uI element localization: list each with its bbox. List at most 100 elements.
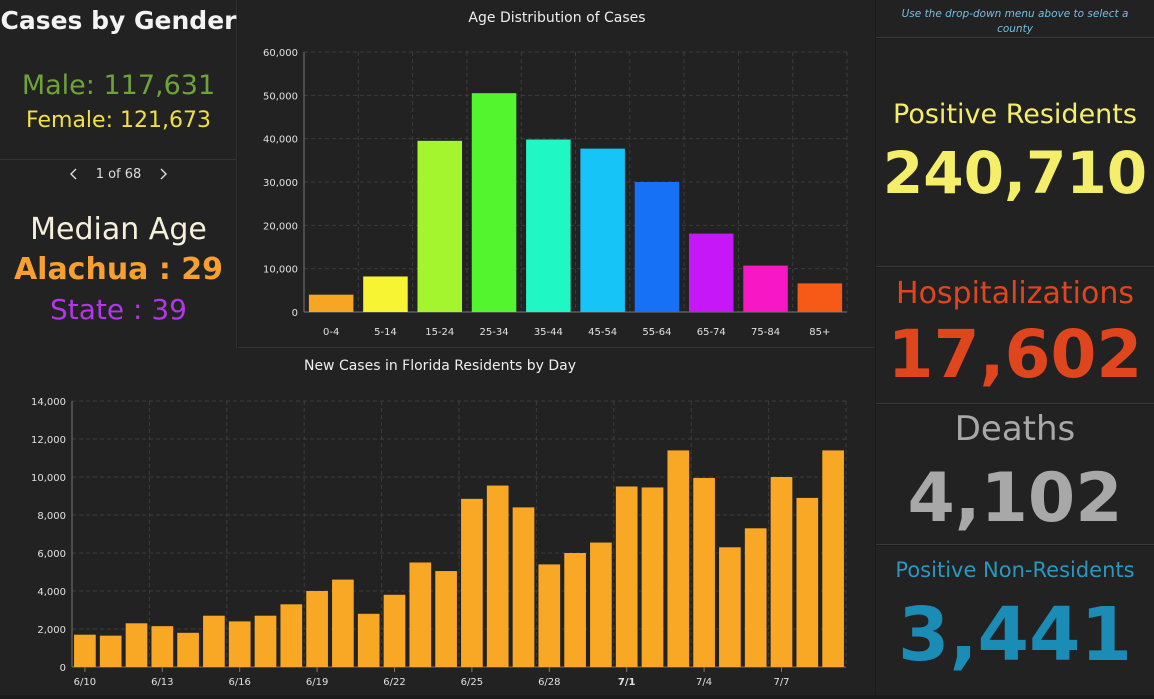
bar-6-18 — [280, 604, 303, 667]
x-tick-label: 55-64 — [642, 327, 671, 338]
bar-6-25 — [461, 498, 483, 667]
bar-65-74 — [688, 233, 734, 312]
bar-7-6 — [744, 528, 767, 667]
x-tick-label: 5-14 — [374, 327, 397, 338]
x-tick-label: 7/7 — [773, 677, 789, 688]
bar-7-9 — [822, 450, 844, 667]
bar-6-20 — [332, 579, 354, 667]
bar-6-12 — [125, 623, 148, 667]
bar-7-3 — [667, 450, 690, 667]
bar-35-44 — [526, 139, 571, 312]
bar-85- — [797, 283, 843, 312]
bar-15-24 — [417, 140, 463, 312]
x-tick-label: 0-4 — [323, 327, 339, 338]
bar-7-5 — [719, 547, 741, 667]
male-count: Male: 117,631 — [21, 70, 216, 101]
y-tick-label: 12,000 — [31, 435, 66, 446]
x-tick-label: 6/16 — [228, 677, 250, 688]
positive-residents-value: 240,710 — [882, 139, 1148, 207]
y-tick-label: 4,000 — [37, 587, 66, 598]
bar-75-84 — [743, 265, 788, 312]
bar-6-22 — [383, 594, 406, 667]
x-tick-label: 75-84 — [751, 327, 780, 338]
x-tick-label: 6/22 — [383, 677, 405, 688]
y-tick-label: 10,000 — [263, 265, 298, 276]
median-age-state: State : 39 — [50, 293, 187, 326]
bar-7-7 — [770, 477, 793, 667]
bar-6-11 — [99, 635, 122, 667]
deaths-value: 4,102 — [907, 459, 1123, 538]
x-tick-label: 7/1 — [618, 677, 636, 688]
bar-6-27 — [512, 507, 535, 667]
positive-residents-label: Positive Residents — [893, 99, 1137, 130]
bar-6-24 — [435, 571, 457, 667]
x-tick-label: 15-24 — [425, 327, 454, 338]
hospitalizations-card: Hospitalizations 17,602 — [876, 268, 1154, 404]
county-select-hint-panel: Use the drop-down menu above to select a… — [876, 0, 1154, 38]
chart-title: Age Distribution of Cases — [468, 10, 645, 26]
y-tick-label: 20,000 — [263, 221, 298, 232]
bar-6-13 — [151, 626, 174, 667]
age-distribution-chart: Age Distribution of Cases 0 10,000 20,000 30… — [263, 10, 848, 338]
x-tick-label: 6/25 — [461, 677, 483, 688]
chart-title: New Cases in Florida Residents by Day — [304, 358, 576, 374]
y-tick-label: 14,000 — [31, 397, 66, 408]
x-tick-label: 25-34 — [480, 327, 509, 338]
bar-7-4 — [693, 477, 715, 667]
x-tick-label: 85+ — [809, 327, 830, 338]
prev-page-icon[interactable] — [66, 166, 82, 182]
bar-6-26 — [486, 485, 509, 667]
y-tick-label: 2,000 — [37, 625, 66, 636]
bar-55-64 — [634, 182, 680, 312]
daily-cases-panel: New Cases in Florida Residents by Day 0 2,… — [0, 348, 875, 695]
bar-6-15 — [203, 615, 225, 667]
median-age-panel: 1 of 68 Median Age Alachua : 29 State : … — [0, 160, 237, 348]
county-select-hint: Use the drop-down menu above to select a… — [901, 8, 1129, 35]
bar-6-17 — [254, 615, 277, 667]
positive-residents-card: Positive Residents 240,710 — [876, 39, 1154, 267]
pager: 1 of 68 — [0, 166, 237, 182]
bar-0-4 — [308, 294, 354, 312]
daily-cases-chart: New Cases in Florida Residents by Day 0 2,… — [31, 358, 847, 688]
pager-text: 1 of 68 — [95, 166, 142, 182]
bar-6-10 — [74, 634, 96, 667]
gender-title: Cases by Gender — [0, 6, 237, 35]
bar-25-34 — [471, 93, 517, 313]
bar-7-2 — [641, 487, 664, 667]
x-tick-label: 6/13 — [151, 677, 173, 688]
median-age-title: Median Age — [30, 212, 207, 247]
y-tick-label: 6,000 — [37, 549, 66, 560]
x-tick-label: 35-44 — [534, 327, 563, 338]
hospitalizations-value: 17,602 — [887, 316, 1143, 393]
median-age-county: Alachua : 29 — [13, 252, 224, 287]
hospitalizations-label: Hospitalizations — [896, 276, 1134, 311]
bar-6-23 — [409, 562, 432, 667]
x-tick-label: 65-74 — [697, 327, 726, 338]
y-tick-label: 40,000 — [263, 135, 298, 146]
female-count: Female: 121,673 — [26, 108, 211, 133]
bar-7-1 — [615, 486, 638, 667]
positive-non-residents-label: Positive Non-Residents — [895, 558, 1135, 582]
positive-non-residents-value: 3,441 — [897, 592, 1133, 678]
deaths-card: Deaths 4,102 — [876, 405, 1154, 545]
y-tick-label: 8,000 — [37, 511, 66, 522]
bar-6-29 — [564, 553, 586, 667]
y-tick-label: 0 — [60, 663, 66, 674]
y-tick-label: 0 — [292, 308, 298, 319]
bar-6-19 — [306, 591, 328, 667]
x-tick-label: 6/28 — [538, 677, 560, 688]
x-tick-label: 7/4 — [696, 677, 712, 688]
y-tick-label: 50,000 — [263, 91, 298, 102]
y-tick-label: 60,000 — [263, 48, 298, 59]
bar-45-54 — [580, 148, 625, 312]
next-page-icon[interactable] — [155, 166, 171, 182]
deaths-label: Deaths — [954, 409, 1076, 449]
x-tick-label: 6/10 — [74, 677, 96, 688]
age-distribution-panel: Age Distribution of Cases 0 10,000 20,000 30… — [238, 0, 875, 348]
bar-6-16 — [228, 621, 251, 667]
bar-6-30 — [590, 542, 612, 667]
y-tick-label: 30,000 — [263, 178, 298, 189]
bar-7-8 — [796, 497, 819, 667]
x-tick-label: 6/19 — [306, 677, 328, 688]
bar-6-28 — [538, 564, 561, 667]
